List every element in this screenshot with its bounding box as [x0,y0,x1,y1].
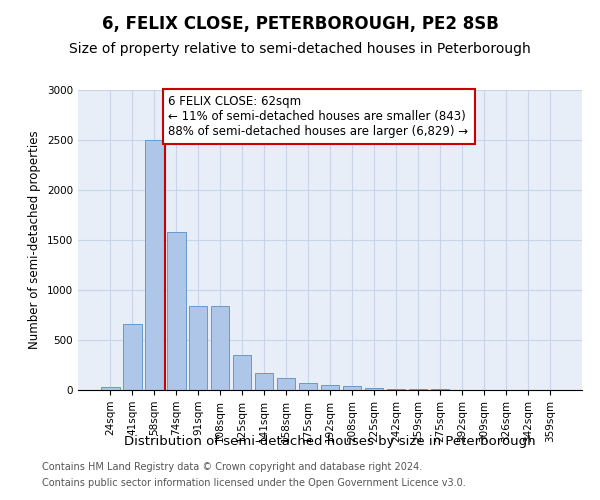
Bar [409,389,427,390]
Bar [211,306,229,390]
Y-axis label: Number of semi-detached properties: Number of semi-detached properties [28,130,41,350]
Text: Size of property relative to semi-detached houses in Peterborough: Size of property relative to semi-detach… [69,42,531,56]
Bar [123,324,142,390]
Bar [145,140,164,390]
Bar [101,387,119,390]
Text: 6 FELIX CLOSE: 62sqm
← 11% of semi-detached houses are smaller (843)
88% of semi: 6 FELIX CLOSE: 62sqm ← 11% of semi-detac… [169,95,469,138]
Bar [277,378,295,390]
Bar [386,388,405,390]
Bar [167,232,185,390]
Bar [320,385,340,390]
Text: Distribution of semi-detached houses by size in Peterborough: Distribution of semi-detached houses by … [124,435,536,448]
Text: Contains HM Land Registry data © Crown copyright and database right 2024.: Contains HM Land Registry data © Crown c… [42,462,422,472]
Text: 6, FELIX CLOSE, PETERBOROUGH, PE2 8SB: 6, FELIX CLOSE, PETERBOROUGH, PE2 8SB [101,15,499,33]
Bar [255,373,274,390]
Bar [299,383,317,390]
Bar [189,306,208,390]
Text: Contains public sector information licensed under the Open Government Licence v3: Contains public sector information licen… [42,478,466,488]
Bar [233,355,251,390]
Bar [365,388,383,390]
Bar [343,386,361,390]
